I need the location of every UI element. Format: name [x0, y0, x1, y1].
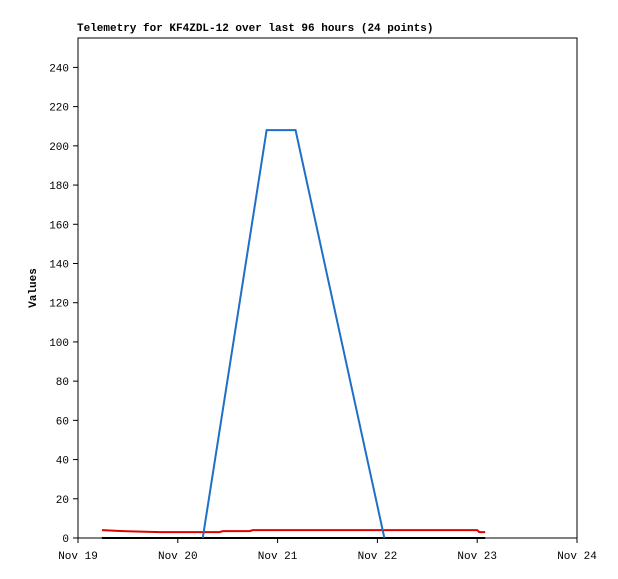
series-line [101, 529, 486, 534]
y-tick-label: 60 [56, 416, 69, 428]
y-tick-label: 140 [49, 259, 69, 271]
y-tick-label: 20 [56, 495, 69, 507]
y-tick-label: 40 [56, 456, 69, 468]
y-tick-label: 200 [49, 142, 69, 154]
y-tick-label: 220 [49, 103, 69, 115]
x-tick-label: Nov 21 [258, 551, 298, 563]
x-tick-label: Nov 23 [457, 551, 497, 563]
y-tick-label: 100 [49, 338, 69, 350]
x-tick-label: Nov 24 [557, 551, 597, 563]
plot-frame [77, 37, 578, 539]
y-axis-label: Values [28, 268, 40, 308]
series-line [201, 129, 386, 539]
y-tick-label: 80 [56, 377, 69, 389]
y-tick-label: 0 [62, 534, 69, 546]
x-tick-label: Nov 19 [58, 551, 98, 563]
x-tick-label: Nov 22 [358, 551, 398, 563]
y-tick-label: 120 [49, 299, 69, 311]
x-tick-label: Nov 20 [158, 551, 198, 563]
y-tick-label: 180 [49, 181, 69, 193]
y-tick-label: 240 [49, 63, 69, 75]
chart-title: Telemetry for KF4ZDL-12 over last 96 hou… [77, 23, 433, 35]
y-tick-label: 160 [49, 220, 69, 232]
